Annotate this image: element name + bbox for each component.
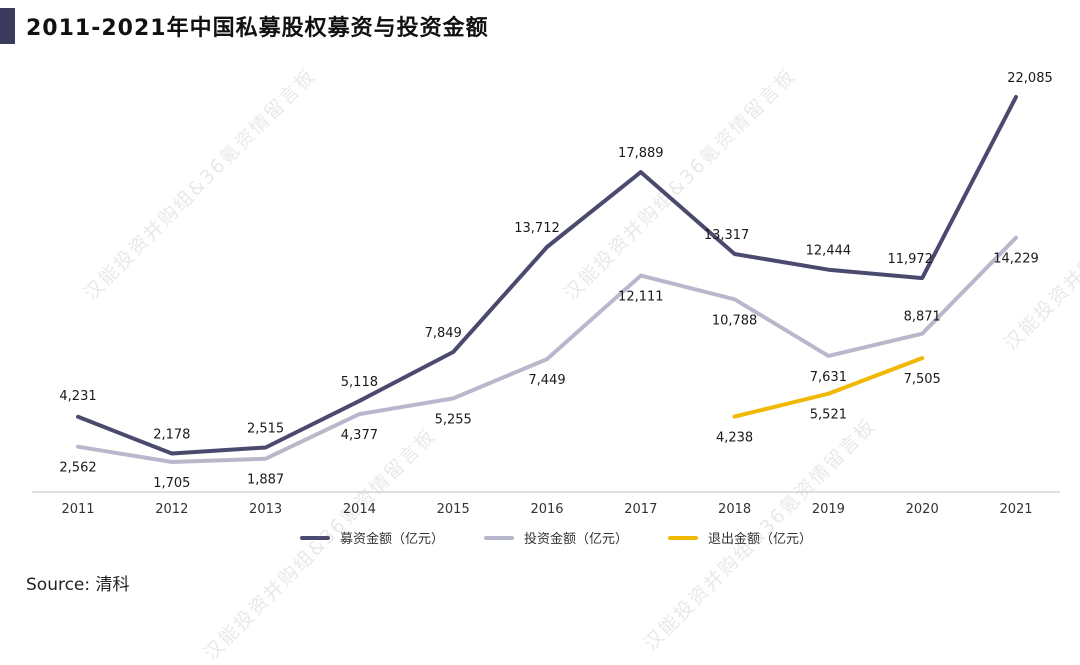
data-label: 13,317 <box>704 228 750 243</box>
legend-swatch <box>484 535 515 540</box>
data-label: 14,229 <box>993 252 1039 267</box>
data-label: 13,712 <box>514 221 560 236</box>
data-label: 7,505 <box>904 372 941 387</box>
data-label: 7,449 <box>528 373 565 388</box>
x-tick-label: 2014 <box>343 502 376 517</box>
series-line <box>76 95 1018 456</box>
chart-title: 2011-2021年中国私募股权募资与投资金额 <box>26 16 489 41</box>
data-label: 4,377 <box>341 428 378 443</box>
data-label: 12,111 <box>618 290 664 305</box>
legend-label: 退出金额（亿元） <box>708 532 813 547</box>
x-tick-label: 2012 <box>155 502 188 517</box>
data-label: 4,231 <box>59 389 96 404</box>
data-label: 7,631 <box>810 370 847 385</box>
legend-swatch <box>668 535 699 540</box>
data-label: 17,889 <box>618 146 664 161</box>
series-line <box>76 235 1018 464</box>
legend-label: 募资金额（亿元） <box>340 532 445 547</box>
x-tick-label: 2011 <box>61 502 94 517</box>
data-label: 2,515 <box>247 421 284 436</box>
chart-legend: 募资金额（亿元） 投资金额（亿元） 退出金额（亿元） <box>300 528 812 547</box>
data-label: 2,562 <box>59 461 96 476</box>
data-label: 10,788 <box>712 313 758 328</box>
title-accent-bar <box>0 8 15 44</box>
x-tick-label: 2017 <box>624 502 657 517</box>
x-tick-label: 2019 <box>812 502 845 517</box>
data-label: 12,444 <box>806 244 852 259</box>
line-chart: 2011 2012 2013 2014 2015 2016 2017 2018 2019 2020… <box>32 71 1060 517</box>
x-tick-label: 2016 <box>530 502 563 517</box>
x-tick-label: 2013 <box>249 502 282 517</box>
legend-label: 投资金额（亿元） <box>524 532 629 547</box>
data-label: 4,238 <box>716 431 753 446</box>
data-label: 8,871 <box>904 310 941 325</box>
source-note: Source: 清科 <box>26 575 130 595</box>
x-tick-label: 2018 <box>718 502 751 517</box>
legend-item-fundraising: 募资金额（亿元） <box>300 528 444 547</box>
data-label: 2,178 <box>153 428 190 443</box>
x-tick-label: 2020 <box>906 502 939 517</box>
data-label: 7,849 <box>425 326 462 341</box>
legend-item-investment: 投资金额（亿元） <box>484 528 628 547</box>
legend-item-exit: 退出金额（亿元） <box>668 528 812 547</box>
x-tick-label: 2015 <box>437 502 470 517</box>
data-label: 1,887 <box>247 473 284 488</box>
data-label: 11,972 <box>887 252 933 267</box>
legend-swatch <box>300 535 330 540</box>
data-label: 5,118 <box>341 375 378 390</box>
data-label: 5,521 <box>810 408 847 423</box>
data-label: 22,085 <box>1007 71 1053 86</box>
data-label: 5,255 <box>435 412 472 427</box>
data-label: 1,705 <box>153 476 190 491</box>
series-line <box>732 356 925 419</box>
x-tick-label: 2021 <box>999 502 1032 517</box>
